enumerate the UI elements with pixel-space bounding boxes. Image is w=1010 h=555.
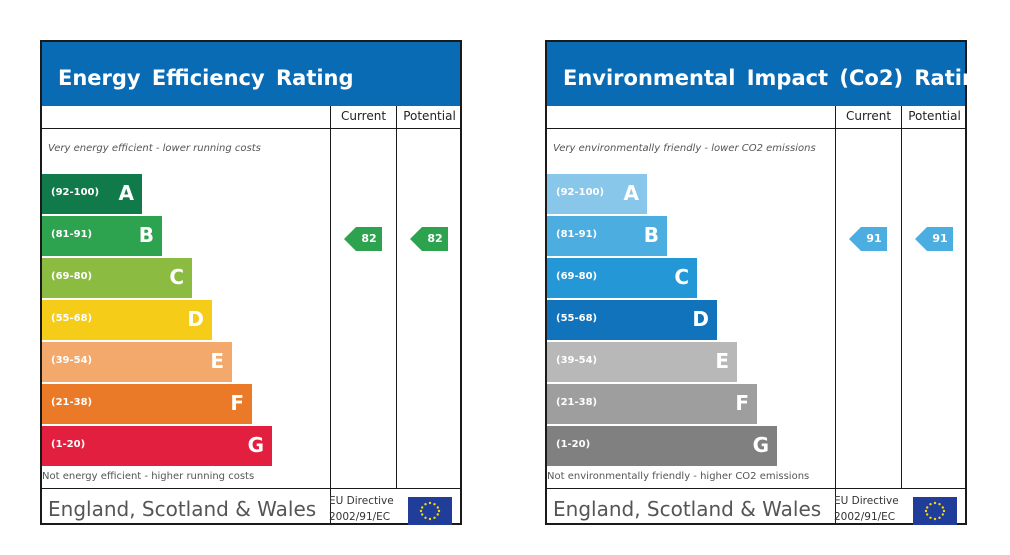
rating-band-a: (92-100) A bbox=[547, 174, 647, 214]
rating-band-e: (39-54) E bbox=[547, 342, 737, 382]
bottom-note: Not energy efficient - higher running co… bbox=[42, 471, 255, 482]
band-range-label: (1-20) bbox=[51, 439, 86, 450]
region-label: England, Scotland & Wales bbox=[48, 497, 317, 521]
band-letter: B bbox=[643, 223, 659, 247]
eu-directive-label: EU Directive 2002/91/EC bbox=[329, 495, 394, 523]
top-note: Very environmentally friendly - lower CO… bbox=[553, 143, 816, 154]
band-range-label: (39-54) bbox=[51, 355, 93, 366]
potential-column-divider bbox=[396, 106, 397, 488]
footer-divider bbox=[547, 488, 965, 489]
rating-band-c: (69-80) C bbox=[547, 258, 697, 298]
footer-divider bbox=[42, 488, 460, 489]
current-rating-value: 91 bbox=[861, 227, 887, 251]
bottom-note: Not environmentally friendly - higher CO… bbox=[547, 471, 810, 482]
potential-column-divider bbox=[901, 106, 902, 488]
band-range-label: (69-80) bbox=[51, 271, 93, 282]
band-range-label: (92-100) bbox=[51, 187, 100, 198]
band-range-label: (1-20) bbox=[556, 439, 591, 450]
current-column-header: Current bbox=[340, 109, 387, 123]
rating-band-f: (21-38) F bbox=[547, 384, 757, 424]
eu-flag-icon bbox=[408, 497, 452, 525]
band-letter: A bbox=[118, 181, 134, 205]
potential-rating-value: 91 bbox=[927, 227, 953, 251]
band-range-label: (39-54) bbox=[556, 355, 598, 366]
eu-directive-label: EU Directive 2002/91/EC bbox=[834, 495, 899, 523]
rating-band-a: (92-100) A bbox=[42, 174, 142, 214]
potential-column-header: Potential bbox=[403, 109, 456, 123]
eu-flag-icon bbox=[913, 497, 957, 525]
current-rating-value: 82 bbox=[356, 227, 382, 251]
header-divider bbox=[547, 128, 965, 129]
band-letter: C bbox=[169, 265, 184, 289]
band-range-label: (81-91) bbox=[556, 229, 598, 240]
band-letter: E bbox=[210, 349, 224, 373]
panel-title: Energy Efficiency Rating bbox=[42, 42, 460, 106]
rating-band-f: (21-38) F bbox=[42, 384, 252, 424]
band-letter: B bbox=[138, 223, 154, 247]
band-range-label: (21-38) bbox=[51, 397, 93, 408]
band-range-label: (55-68) bbox=[556, 313, 598, 324]
band-letter: G bbox=[752, 433, 769, 457]
region-label: England, Scotland & Wales bbox=[553, 497, 822, 521]
rating-band-c: (69-80) C bbox=[42, 258, 192, 298]
energy-efficiency-panel: Energy Efficiency Rating Current Potenti… bbox=[40, 40, 462, 525]
band-range-label: (81-91) bbox=[51, 229, 93, 240]
band-letter: D bbox=[187, 307, 204, 331]
band-letter: G bbox=[247, 433, 264, 457]
header-divider bbox=[42, 128, 460, 129]
environmental-impact-panel: Environmental Impact (Co2) Rating Curren… bbox=[545, 40, 992, 525]
potential-rating-value: 82 bbox=[422, 227, 448, 251]
band-range-label: (21-38) bbox=[556, 397, 598, 408]
current-column-divider bbox=[330, 106, 331, 525]
band-range-label: (69-80) bbox=[556, 271, 598, 282]
potential-column-header: Potential bbox=[908, 109, 961, 123]
band-letter: E bbox=[715, 349, 729, 373]
rating-band-b: (81-91) B bbox=[547, 216, 667, 256]
band-letter: F bbox=[230, 391, 244, 415]
band-letter: A bbox=[623, 181, 639, 205]
rating-band-e: (39-54) E bbox=[42, 342, 232, 382]
rating-band-d: (55-68) D bbox=[42, 300, 212, 340]
band-range-label: (92-100) bbox=[556, 187, 605, 198]
band-letter: C bbox=[674, 265, 689, 289]
band-range-label: (55-68) bbox=[51, 313, 93, 324]
rating-band-b: (81-91) B bbox=[42, 216, 162, 256]
current-column-header: Current bbox=[845, 109, 892, 123]
band-letter: F bbox=[735, 391, 749, 415]
rating-band-g: (1-20) G bbox=[42, 426, 272, 466]
panel-title: Environmental Impact (Co2) Rating bbox=[547, 42, 992, 106]
rating-band-d: (55-68) D bbox=[547, 300, 717, 340]
top-note: Very energy efficient - lower running co… bbox=[48, 143, 261, 154]
band-letter: D bbox=[692, 307, 709, 331]
rating-band-g: (1-20) G bbox=[547, 426, 777, 466]
current-column-divider bbox=[835, 106, 836, 525]
